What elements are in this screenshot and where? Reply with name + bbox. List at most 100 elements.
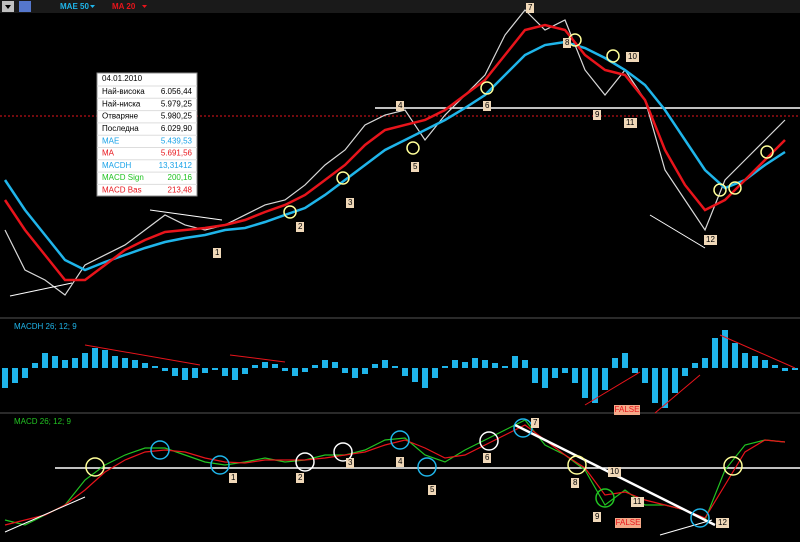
annotation-box — [229, 473, 237, 483]
histogram-bar — [582, 368, 588, 398]
annotation-box — [615, 518, 641, 528]
histogram-bar — [642, 368, 648, 383]
histogram-bar — [482, 360, 488, 368]
annotation-label: 8 — [573, 478, 578, 487]
annotation-box — [614, 405, 640, 415]
histogram-bar — [122, 358, 128, 368]
histogram-bar — [412, 368, 418, 382]
histogram-bar — [392, 366, 398, 368]
histogram-bar — [242, 368, 248, 374]
signal-circle — [406, 141, 420, 155]
histogram-bar — [622, 353, 628, 368]
histogram-bar — [632, 368, 638, 373]
legend-arrow — [142, 5, 147, 8]
histogram-bar — [222, 368, 228, 376]
annotation-box — [608, 467, 621, 477]
annotation-label: 9 — [595, 512, 600, 521]
histogram-bar — [252, 365, 258, 368]
histogram-bar — [232, 368, 238, 380]
series-line — [3, 23, 786, 282]
annotation-label: FALSE — [615, 405, 640, 414]
histogram-bar — [342, 368, 348, 373]
histogram-bar — [172, 368, 178, 376]
histogram-bar — [692, 363, 698, 368]
annotation-label: 10 — [610, 467, 619, 476]
annotation-box — [483, 453, 491, 463]
annotation-label: 5 — [413, 162, 418, 171]
histogram-bar — [382, 360, 388, 368]
histogram-bar — [322, 360, 328, 368]
histogram-bar — [652, 368, 658, 403]
annotation-label: 7 — [528, 3, 533, 12]
histogram-bar — [92, 348, 98, 368]
histogram-bar — [402, 368, 408, 376]
histogram-bar — [202, 368, 208, 373]
info-value: 200,16 — [168, 173, 193, 182]
info-box — [96, 72, 198, 197]
annotation-box — [396, 457, 404, 467]
histogram-bar — [442, 366, 448, 368]
panel-title: MACD 26; 12; 9 — [14, 417, 71, 426]
info-label: Последна — [102, 124, 139, 133]
annotation-label: 6 — [485, 101, 490, 110]
trend-line — [9, 282, 73, 297]
signal-circle — [390, 430, 410, 450]
annotation-label: 2 — [298, 473, 303, 482]
histogram-bar — [702, 358, 708, 368]
histogram-bar — [762, 360, 768, 368]
histogram-bar — [792, 368, 798, 370]
signal-circle — [480, 81, 494, 95]
series-line — [4, 9, 786, 296]
signal-circle — [713, 183, 727, 197]
annotation-label: 1 — [215, 248, 220, 257]
annotation-box — [296, 222, 304, 232]
signal-circle — [283, 205, 297, 219]
annotation-box — [428, 485, 436, 495]
histogram-bar — [292, 368, 298, 376]
histogram-bar — [572, 368, 578, 383]
annotation-label: 2 — [298, 222, 303, 231]
legend-arrow — [90, 5, 95, 8]
info-label: Отваряне — [102, 112, 139, 121]
annotation-label: 11 — [626, 118, 635, 127]
annotation-label: 10 — [628, 52, 637, 61]
histogram-bar — [372, 364, 378, 368]
histogram-bar — [462, 362, 468, 368]
signal-circle — [210, 455, 230, 475]
histogram-bar — [722, 330, 728, 368]
signal-circle — [723, 456, 743, 476]
histogram-bar — [72, 358, 78, 368]
toolbar — [0, 0, 800, 13]
histogram-bar — [192, 368, 198, 378]
trend-line — [584, 371, 641, 406]
histogram-bar — [22, 368, 28, 378]
signal-circle — [85, 457, 105, 477]
trend-line — [649, 214, 706, 249]
signal-circle — [606, 49, 620, 63]
signal-circle — [728, 181, 742, 195]
histogram-bar — [742, 353, 748, 368]
histogram-bar — [542, 368, 548, 388]
panel-title: MACDH 26; 12; 9 — [14, 322, 77, 331]
annotation-box — [213, 248, 221, 258]
histogram-bar — [512, 356, 518, 368]
histogram-bar — [752, 356, 758, 368]
tool-icon[interactable] — [19, 1, 31, 12]
trend-line — [654, 374, 701, 414]
histogram-bar — [422, 368, 428, 388]
signal-circle — [333, 442, 353, 462]
series-line — [3, 40, 786, 272]
signal-circle — [479, 431, 499, 451]
annotation-label: 4 — [398, 101, 403, 110]
annotation-label: 6 — [485, 453, 490, 462]
annotation-box — [526, 3, 534, 13]
series-line — [4, 419, 786, 526]
annotation-box — [571, 478, 579, 488]
histogram-bar — [532, 368, 538, 383]
trend-line — [229, 354, 286, 363]
histogram-bar — [352, 368, 358, 378]
info-value: 5.980,25 — [161, 112, 193, 121]
annotation-box — [563, 38, 571, 48]
annotation-box — [483, 101, 491, 111]
